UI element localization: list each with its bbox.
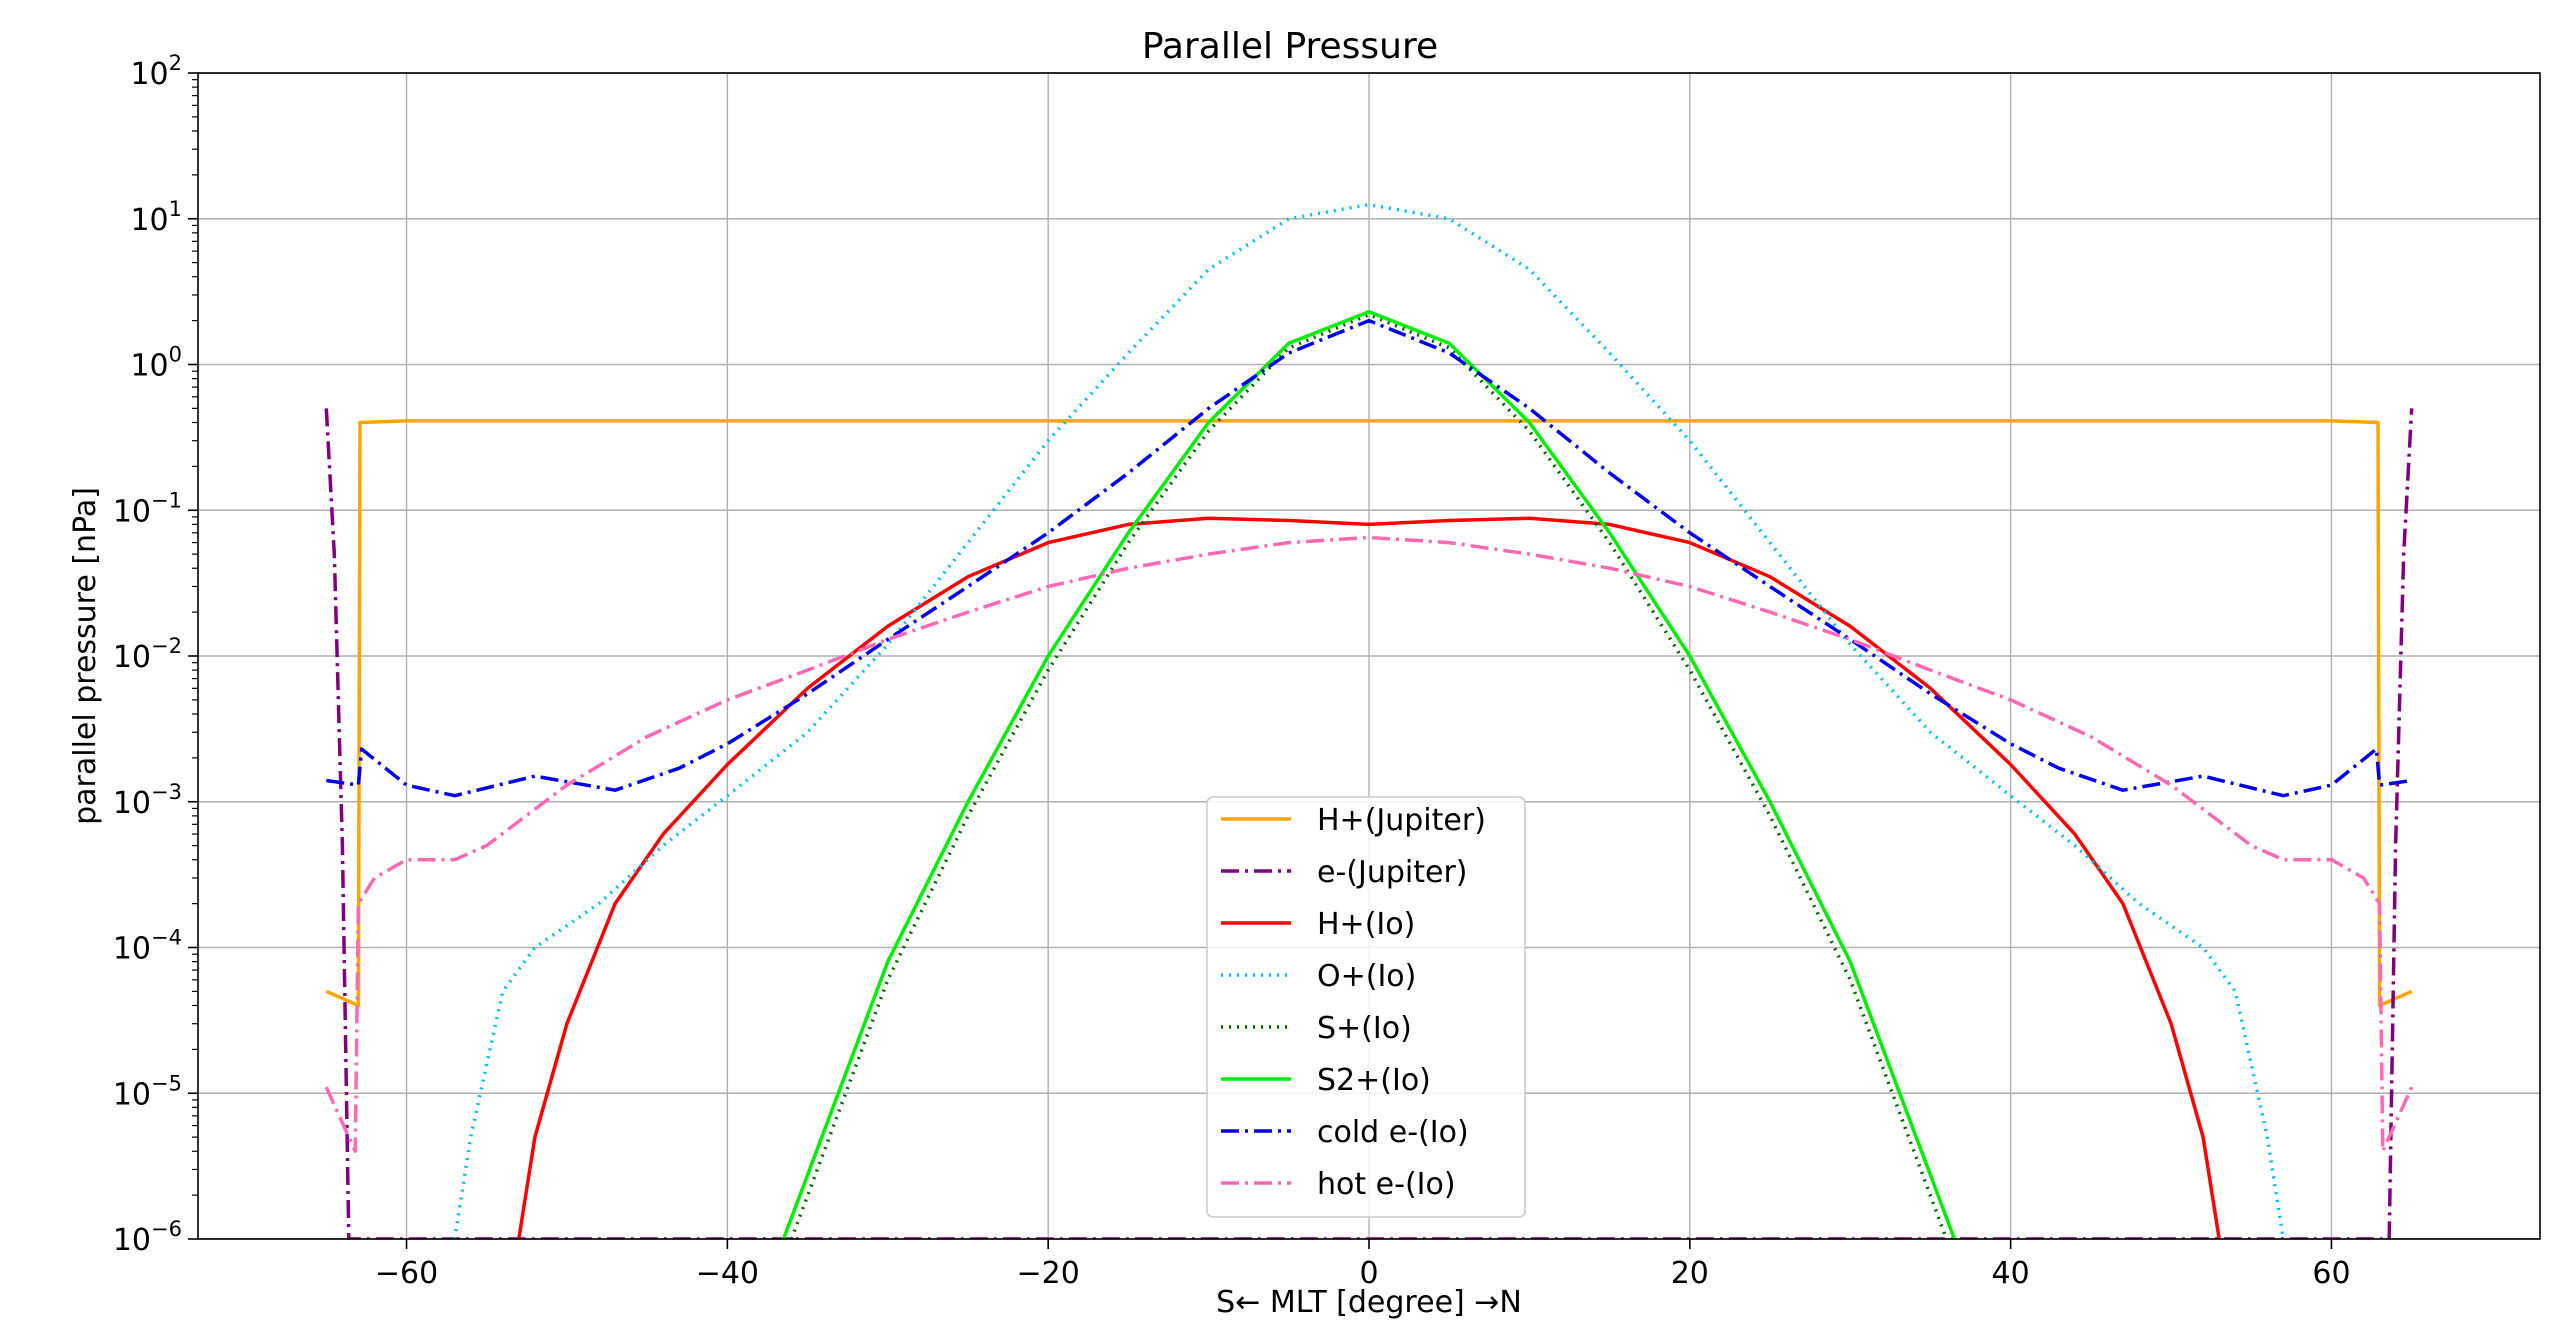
y-tick-label-exponent: −1 [151,488,182,512]
chart-title: Parallel Pressure [1142,26,1438,67]
y-tick-label: 100 [130,343,182,384]
y-tick-label-base: 10 [130,203,168,238]
y-tick-label-base: 10 [113,1223,151,1258]
legend-label: hot e-(Io) [1317,1167,1456,1202]
legend-box [1206,796,1526,1218]
y-tick-label-exponent: −4 [151,926,182,950]
y-axis-label: parallel pressure [nPa] [68,487,103,825]
series-line-1 [324,408,2414,1239]
series-line-6 [326,318,2412,798]
x-tick-label: 20 [1671,1256,1709,1291]
y-tick-label-exponent: −5 [151,1071,182,1095]
series-line-5 [781,310,1957,1239]
y-tick-label-exponent: −3 [151,780,182,804]
x-axis-ticks: −60 −40 −20 0 20 40 60 [375,1239,2351,1291]
y-tick-label-base: 10 [130,349,168,384]
y-tick-label: 101 [130,197,182,238]
x-tick-label: 60 [2312,1256,2350,1291]
y-tick-label-exponent: 0 [169,343,182,367]
series-lines [324,202,2414,1239]
y-tick-label-exponent: −2 [151,634,182,658]
y-tick-label-base: 10 [113,494,151,529]
x-tick-label: −60 [375,1256,438,1291]
y-tick-label: 10−5 [113,1071,182,1112]
legend-label: H+(Jupiter) [1317,803,1486,838]
x-tick-label: −20 [1017,1256,1080,1291]
legend-label: S+(Io) [1317,1011,1412,1046]
y-tick-label-base: 10 [113,1077,151,1112]
y-tick-label-exponent: 1 [169,197,182,221]
legend-label: e-(Jupiter) [1317,855,1467,890]
y-tick-label: 10−3 [113,780,182,821]
grid-lines [198,72,2540,1240]
y-tick-label-exponent: 2 [169,51,182,75]
x-tick-label: 40 [1992,1256,2030,1291]
y-tick-label-base: 10 [113,932,151,967]
legend-label: S2+(Io) [1317,1063,1431,1098]
y-tick-label-base: 10 [113,640,151,675]
legend-label: O+(Io) [1317,959,1416,994]
y-tick-label: 10−4 [113,926,182,967]
y-tick-label-exponent: −6 [151,1217,182,1241]
legend-label: cold e-(Io) [1317,1115,1469,1150]
y-tick-label-base: 10 [113,786,151,821]
x-tick-label: −40 [696,1256,759,1291]
y-tick-label: 102 [130,51,182,92]
legend-label: H+(Io) [1317,907,1415,942]
legend: H+(Jupiter) e-(Jupiter) H+(Io) O+(Io) S+(Io)… [1206,796,1526,1218]
y-tick-label: 10−2 [113,634,182,675]
series-line-0 [325,419,2413,1008]
x-axis-label: S← MLT [degree] →N [1216,1285,1522,1320]
x-tick-label: 0 [1359,1256,1378,1291]
y-tick-label: 10−6 [113,1217,182,1258]
y-tick-label-base: 10 [130,57,168,92]
series-line-2 [517,516,2221,1239]
y-tick-label: 10−1 [113,488,182,529]
